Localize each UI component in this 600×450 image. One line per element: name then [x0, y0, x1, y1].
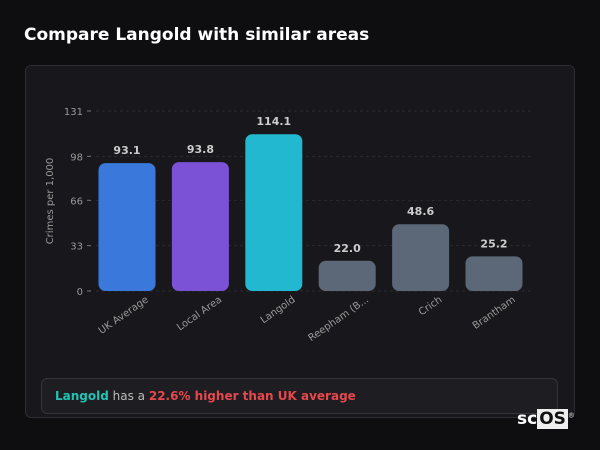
- bar: [98, 163, 156, 291]
- y-tick-label: 98: [70, 152, 83, 163]
- data-label: 25.2: [480, 237, 507, 250]
- bar: [392, 224, 450, 291]
- data-label: 93.8: [187, 143, 214, 156]
- bar: [245, 134, 303, 291]
- y-tick-label: 131: [64, 107, 83, 118]
- scos-logo: sc OS ®: [517, 409, 575, 429]
- y-tick-label: 66: [70, 196, 83, 207]
- x-tick-label: Brantham: [471, 294, 518, 331]
- y-tick-label: 33: [70, 242, 83, 253]
- x-tick-label: Crich: [417, 294, 444, 318]
- bar: [318, 260, 376, 291]
- summary-text: has a: [108, 389, 149, 403]
- data-label: 22.0: [334, 242, 361, 255]
- x-tick-label: Reepham (B...: [307, 294, 371, 344]
- comparison-highlight: 22.6% higher than UK average: [148, 389, 356, 403]
- comparison-summary: Langold has a 22.6% higher than UK avera…: [41, 378, 558, 414]
- place-name: Langold: [55, 389, 109, 403]
- data-label: 48.6: [407, 205, 434, 218]
- y-axis-label: Crimes per 1,000: [45, 158, 56, 245]
- page-title: Compare Langold with similar areas: [24, 25, 370, 45]
- data-label: 93.1: [113, 144, 140, 157]
- bar: [171, 162, 229, 291]
- x-tick-label: UK Average: [97, 294, 151, 336]
- x-tick-label: Langold: [259, 294, 298, 326]
- x-tick-label: Local Area: [175, 294, 224, 333]
- bar: [465, 256, 523, 291]
- y-tick-label: 0: [77, 287, 83, 298]
- data-label: 114.1: [256, 115, 291, 128]
